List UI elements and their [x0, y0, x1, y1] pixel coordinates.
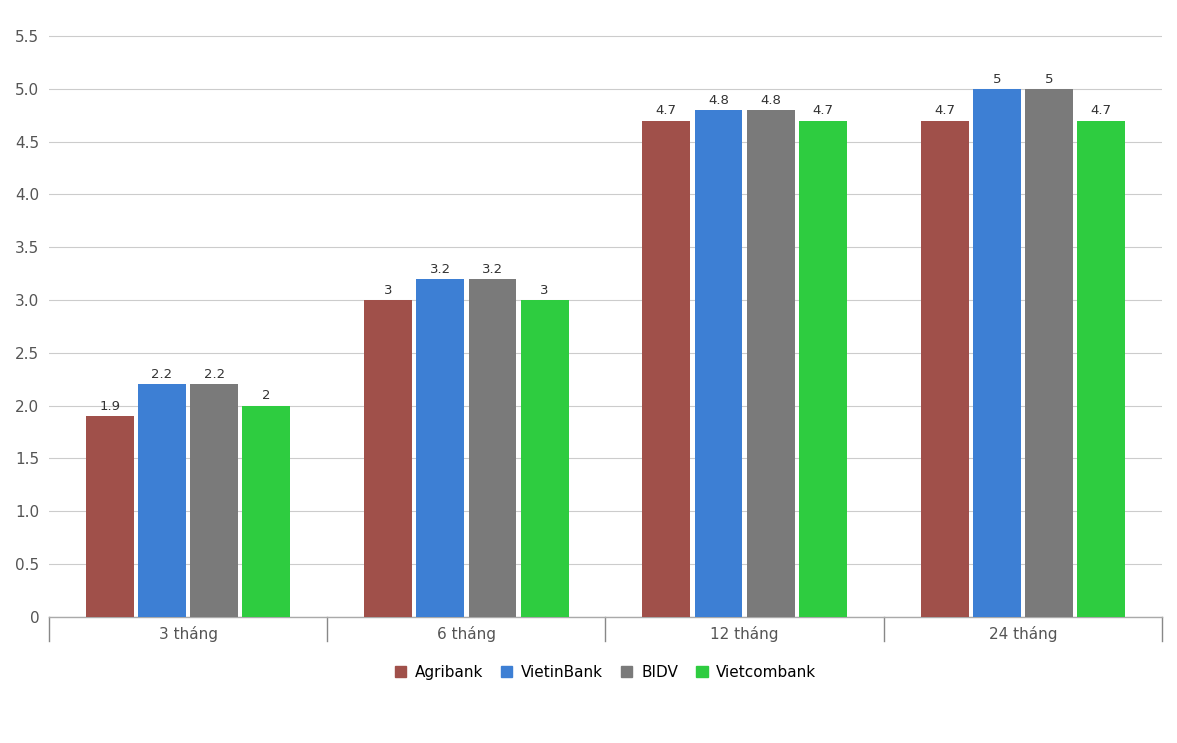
Text: 3: 3 [384, 284, 392, 297]
Bar [746, 110, 794, 617]
Text: 4.7: 4.7 [656, 105, 677, 117]
Text: 2: 2 [262, 389, 271, 403]
Text: 3: 3 [540, 284, 548, 297]
Bar [1025, 89, 1073, 617]
Bar [643, 120, 690, 617]
Bar [1077, 120, 1125, 617]
Bar [86, 416, 134, 617]
Bar [468, 279, 517, 617]
Bar [138, 384, 186, 617]
Text: 1.9: 1.9 [99, 400, 120, 413]
Text: 3.2: 3.2 [430, 263, 451, 276]
Text: 5: 5 [1045, 73, 1053, 85]
Text: 4.7: 4.7 [812, 105, 833, 117]
Text: 4.8: 4.8 [709, 94, 729, 107]
Bar [364, 300, 412, 617]
Text: 3.2: 3.2 [481, 263, 503, 276]
Legend: Agribank, VietinBank, BIDV, Vietcombank: Agribank, VietinBank, BIDV, Vietcombank [387, 657, 824, 687]
Bar [920, 120, 969, 617]
Text: 4.8: 4.8 [760, 94, 782, 107]
Text: 4.7: 4.7 [935, 105, 955, 117]
Bar [973, 89, 1020, 617]
Bar [191, 384, 238, 617]
Bar [694, 110, 743, 617]
Bar [242, 406, 291, 617]
Bar [417, 279, 464, 617]
Text: 2.2: 2.2 [152, 369, 173, 381]
Text: 5: 5 [992, 73, 1000, 85]
Bar [799, 120, 846, 617]
Text: 2.2: 2.2 [204, 369, 225, 381]
Text: 4.7: 4.7 [1091, 105, 1111, 117]
Bar [520, 300, 568, 617]
